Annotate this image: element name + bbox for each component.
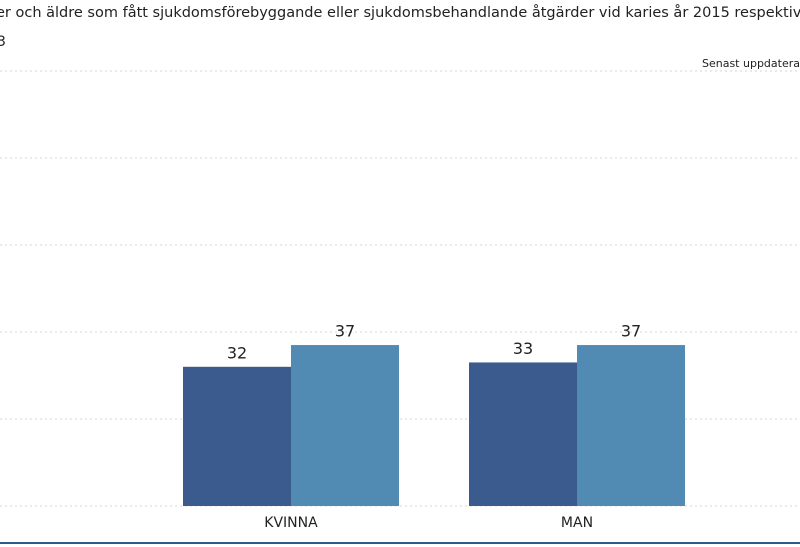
update-note: Senast uppdatera bbox=[702, 57, 800, 70]
chart-title: er och äldre som fått sjukdomsförebyggan… bbox=[0, 4, 800, 21]
x-tick-label: MAN bbox=[561, 515, 593, 531]
value-label: 37 bbox=[621, 322, 641, 341]
bar bbox=[183, 366, 291, 506]
bar bbox=[291, 345, 399, 506]
bar bbox=[577, 345, 685, 506]
bar bbox=[469, 362, 577, 506]
value-label: 33 bbox=[513, 339, 533, 358]
chart-subtitle: 3 bbox=[0, 34, 6, 50]
x-tick-label: KVINNA bbox=[264, 515, 318, 531]
value-label: 32 bbox=[227, 343, 247, 362]
value-label: 37 bbox=[335, 322, 355, 341]
